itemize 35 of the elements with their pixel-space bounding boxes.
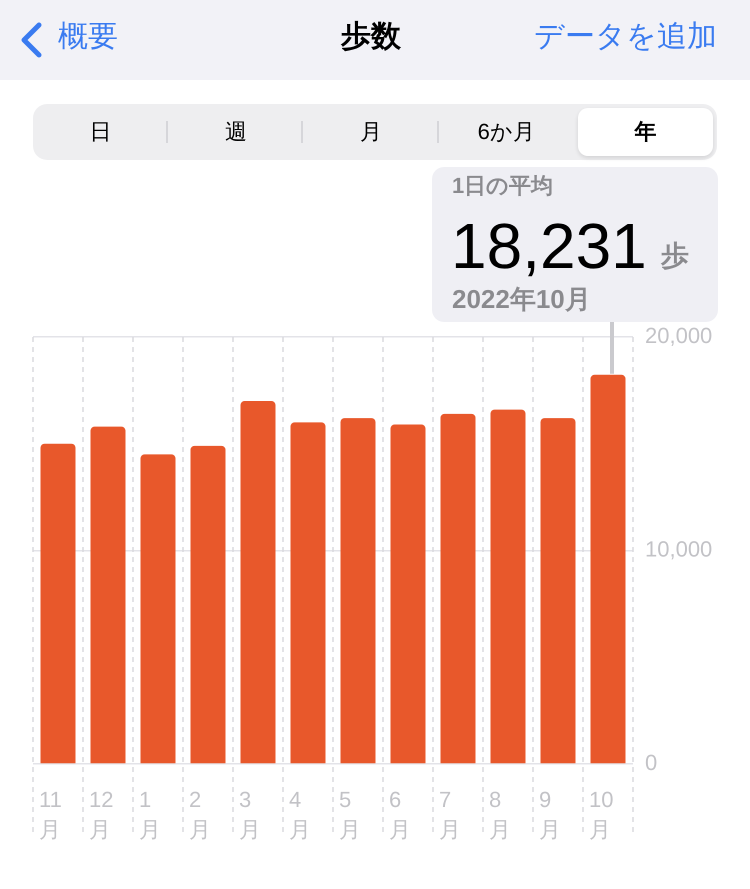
bar: [490, 410, 526, 764]
bar: [240, 401, 276, 764]
x-tick-label: 11月: [39, 787, 62, 842]
x-tick-label: 9月: [539, 787, 561, 842]
bar: [40, 444, 76, 764]
x-tick-label: 5月: [339, 787, 361, 842]
x-tick-label: 8月: [489, 787, 511, 842]
text: 1日の平均: [452, 173, 554, 198]
segmented-control: 日 週 月 6か月 年: [33, 104, 717, 160]
text: データを追加: [534, 19, 717, 55]
x-tick-label: 3月: [239, 787, 261, 842]
y-tick-label: 10,000: [645, 536, 712, 562]
bar: [140, 454, 176, 764]
annotation: 2022年10月: [452, 284, 591, 314]
bar: [190, 446, 226, 764]
x-tick-label: 10月: [589, 787, 614, 842]
text: 歩: [660, 240, 689, 271]
bar: [590, 374, 626, 764]
bar: [290, 422, 326, 764]
bar: [440, 414, 476, 764]
bar: [390, 424, 426, 764]
x-tick-label: 1月: [139, 787, 161, 842]
bar: [540, 418, 576, 764]
x-tick-label: 7月: [439, 787, 461, 842]
y-tick-label: 20,000: [645, 323, 712, 348]
x-tick-label: 2月: [189, 787, 211, 842]
y-tick-label: 0: [645, 750, 658, 776]
chart-title: 歩数: [341, 20, 401, 53]
bar: [90, 426, 126, 764]
x-tick-label: 6月: [389, 787, 411, 842]
text: 概要: [58, 19, 118, 55]
data-label: 18,231: [451, 210, 647, 282]
bar: [340, 418, 376, 764]
x-tick-label: 12月: [89, 787, 114, 842]
x-tick-label: 4月: [289, 787, 311, 842]
